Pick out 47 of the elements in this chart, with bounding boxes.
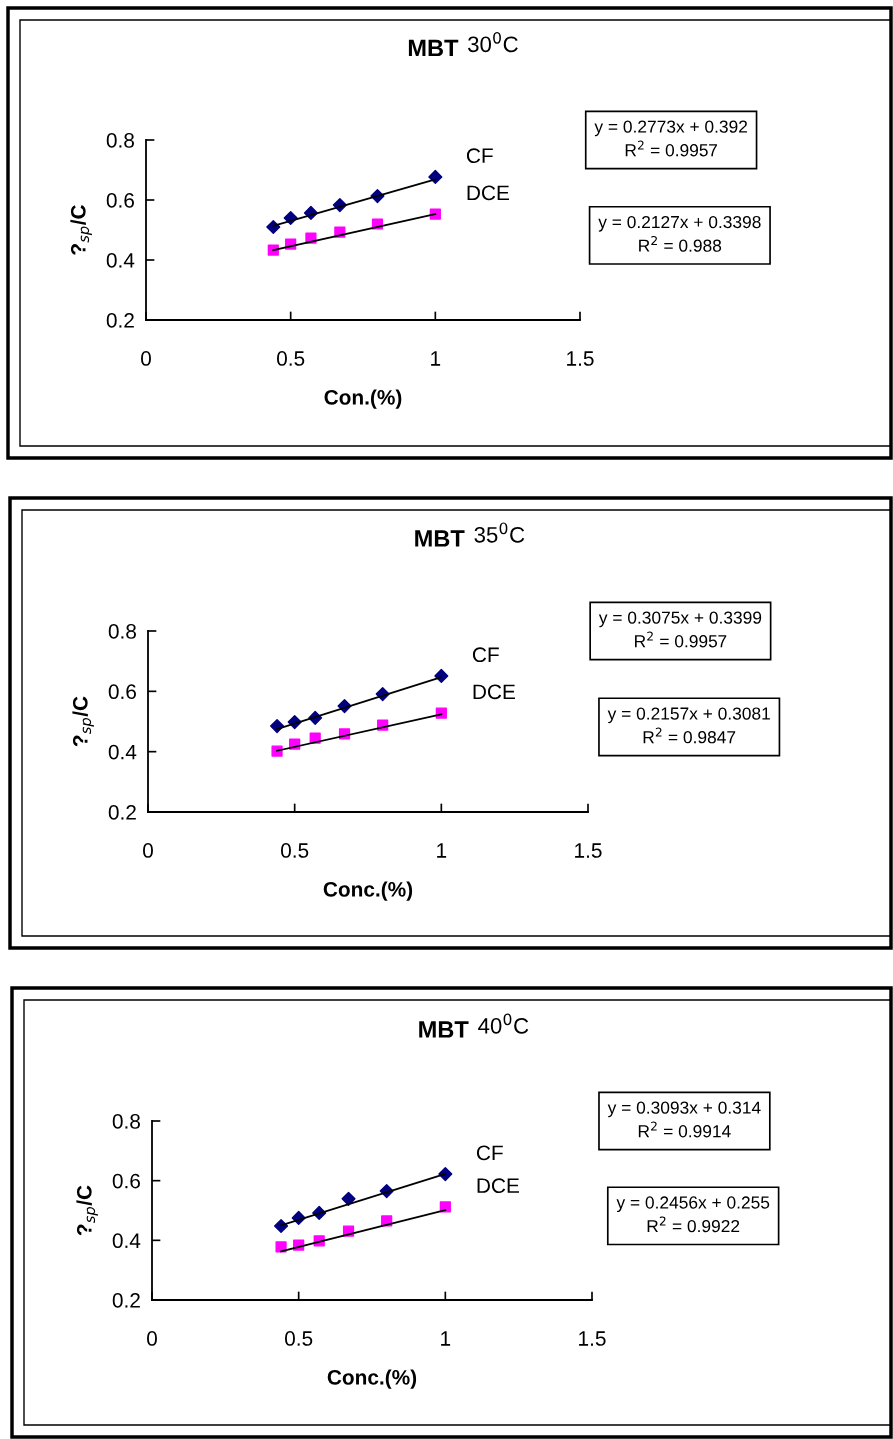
x-tick-label: 0.5 [277, 351, 305, 366]
y-tick-label: 0.6 [106, 193, 134, 208]
text: y = 0.3075x + 0.3399 R$^{2}$ = 0.9957 [598, 611, 762, 648]
y-tick-label: 0.4 [106, 253, 135, 268]
y-tick-label: 0.4 [112, 1233, 141, 1249]
y-tick-label: 0.2 [106, 313, 134, 328]
series-label: DCE [477, 1178, 519, 1194]
x-tick-label: 1 [431, 351, 441, 366]
x-tick-label: 0.5 [285, 1331, 313, 1346]
x-tick-label: 0 [141, 351, 151, 366]
chart-title: MBT 40$^{0}$C [419, 1013, 529, 1038]
x-tick-label: 1.5 [575, 843, 602, 858]
series-label: DCE [473, 684, 515, 700]
x-tick-label: 1 [441, 1331, 451, 1346]
series-label: CF [472, 647, 499, 663]
x-axis-title: Conc.(%) [323, 881, 413, 901]
chart-title: MBT 35$^{0}$C [415, 522, 525, 547]
x-axis-title: Con.(%) [324, 389, 402, 409]
x-tick-label: 0 [143, 843, 153, 858]
y-tick-label: 0.2 [108, 805, 136, 820]
x-tick-label: 1.5 [567, 351, 594, 366]
point [341, 1191, 356, 1206]
text: y = 0.3093x + 0.314 R$^{2}$ = 0.9914 [607, 1101, 761, 1138]
series-label: DCE [467, 185, 509, 201]
x-tick-label: 0 [147, 1331, 157, 1346]
x-tick-label: 0.5 [281, 843, 309, 858]
y-axis-title: ?$_{sp}$/C [76, 1185, 98, 1236]
text: y = 0.2773x + 0.392 R$^{2}$ = 0.9957 [594, 120, 748, 157]
point [428, 169, 443, 184]
text: y = 0.2157x + 0.3081 R$^{2}$ = 0.9847 [607, 707, 770, 744]
y-tick-label: 0.6 [112, 1173, 140, 1189]
y-tick-label: 0.8 [112, 1114, 140, 1129]
series-label: CF [466, 148, 493, 164]
y-tick-label: 0.8 [106, 133, 134, 148]
series-label: CF [476, 1145, 503, 1161]
y-tick-label: 0.4 [108, 744, 137, 760]
text: y = 0.2127x + 0.3398 R$^{2}$ = 0.988 [598, 215, 761, 252]
x-tick-label: 1.5 [579, 1331, 606, 1346]
y-axis-title: ?$_{sp}$/C [70, 205, 92, 255]
chart-title: MBT 30$^{0}$C [408, 31, 518, 57]
y-tick-label: 0.8 [108, 624, 136, 639]
text: y = 0.2456x + 0.255 R$^{2}$ = 0.9922 [616, 1196, 770, 1233]
y-axis-title: ?$_{sp}$/C [72, 696, 94, 747]
x-axis-title: Conc.(%) [327, 1369, 417, 1389]
y-tick-label: 0.2 [112, 1293, 140, 1308]
y-tick-label: 0.6 [108, 684, 136, 700]
x-tick-label: 1 [437, 843, 447, 858]
